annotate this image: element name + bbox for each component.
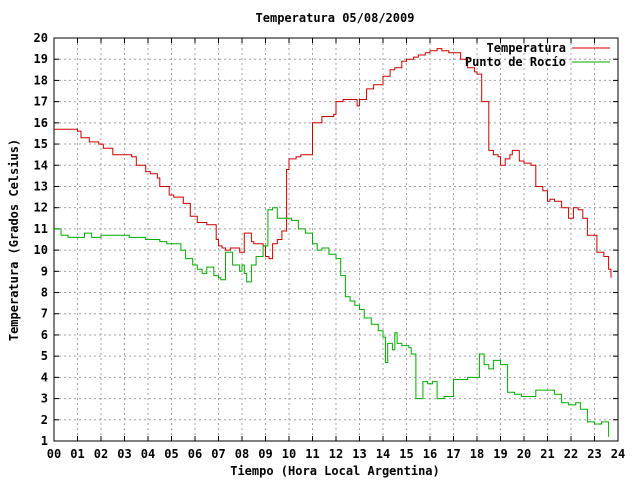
y-tick-label-1: 1 [41,434,48,448]
legend-label-temperatura: Temperatura [487,41,566,55]
y-tick-label-5: 5 [41,349,48,363]
x-tick-label-12: 12 [329,447,343,461]
series-line-temperatura [54,48,612,278]
series-lines [54,48,612,437]
x-tick-label-00: 00 [47,447,61,461]
y-tick-label-14: 14 [34,158,48,172]
x-tick-label-17: 17 [446,447,460,461]
x-tick-label-14: 14 [376,447,390,461]
legend-label-punto-de-rocio: Punto de Rocío [465,55,566,69]
x-tick-label-03: 03 [117,447,131,461]
y-axis-label: Temperatura (Grados Celsius) [7,139,21,341]
x-tick-label-02: 02 [94,447,108,461]
x-tick-label-23: 23 [587,447,601,461]
x-axis-label: Tiempo (Hora Local Argentina) [230,464,440,478]
y-tick-label-16: 16 [34,116,48,130]
y-tick-label-10: 10 [34,243,48,257]
y-tick-label-20: 20 [34,31,48,45]
x-tick-label-09: 09 [258,447,272,461]
y-tick-label-12: 12 [34,201,48,215]
y-tick-label-8: 8 [41,286,48,300]
x-tick-label-10: 10 [282,447,296,461]
y-tick-label-4: 4 [41,370,48,384]
x-tick-label-06: 06 [188,447,202,461]
x-tick-label-13: 13 [352,447,366,461]
x-tick-label-16: 16 [423,447,437,461]
legend: Temperatura Punto de Rocío [465,41,610,69]
chart-title: Temperatura 05/08/2009 [256,11,415,25]
x-tick-labels: 00 01 02 03 04 05 06 07 08 09 10 11 12 13 14 15 16 17 18 19… [47,447,625,461]
y-tick-label-3: 3 [41,392,48,406]
x-tick-label-18: 18 [470,447,484,461]
y-tick-label-17: 17 [34,95,48,109]
x-tick-label-15: 15 [399,447,413,461]
series-line-punto-de-rocio [54,207,610,437]
y-tick-label-6: 6 [41,328,48,342]
y-tick-label-2: 2 [41,413,48,427]
x-tick-label-04: 04 [141,447,155,461]
x-tick-label-05: 05 [164,447,178,461]
x-tick-label-07: 07 [211,447,225,461]
grid-lines [54,38,618,441]
x-tick-label-21: 21 [540,447,554,461]
y-tick-label-18: 18 [34,73,48,87]
x-tick-label-01: 01 [70,447,84,461]
x-tick-label-20: 20 [517,447,531,461]
x-tick-label-08: 08 [235,447,249,461]
y-tick-label-9: 9 [41,264,48,278]
y-tick-label-13: 13 [34,179,48,193]
y-tick-label-19: 19 [34,52,48,66]
x-tick-label-19: 19 [493,447,507,461]
y-tick-label-11: 11 [34,222,48,236]
y-tick-label-15: 15 [34,137,48,151]
x-tick-label-11: 11 [305,447,319,461]
x-tick-label-24: 24 [611,447,625,461]
axis-ticks [53,37,619,442]
y-tick-label-7: 7 [41,307,48,321]
x-tick-label-22: 22 [564,447,578,461]
